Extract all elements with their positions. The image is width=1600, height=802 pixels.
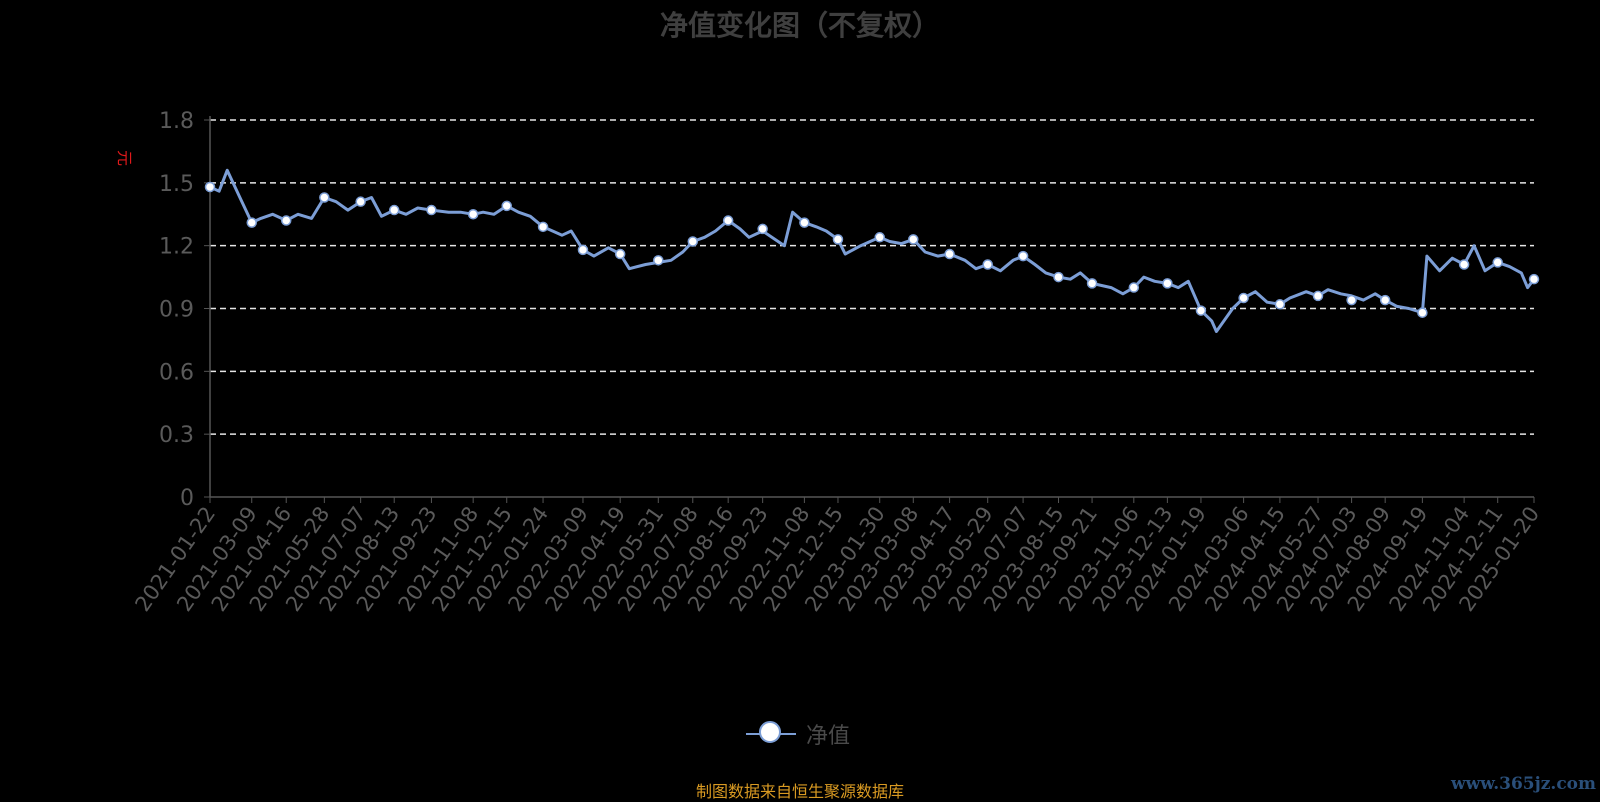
data-point-marker bbox=[388, 204, 400, 216]
y-tick-label: 0 bbox=[180, 486, 194, 511]
data-point-marker bbox=[1162, 278, 1173, 289]
data-point-marker bbox=[982, 259, 993, 270]
data-point-marker bbox=[799, 217, 810, 228]
data-point-marker bbox=[204, 181, 216, 193]
data-point-marker bbox=[1458, 259, 1470, 270]
y-tick-labels: 0 0.3 0.6 0.9 1.2 1.5 1.8 bbox=[159, 109, 194, 511]
data-point-marker bbox=[319, 192, 330, 203]
series-line-nav bbox=[209, 168, 1536, 333]
marker-layer bbox=[204, 181, 1540, 318]
data-point-marker bbox=[1417, 307, 1428, 318]
data-point-marker bbox=[355, 196, 366, 207]
legend-marker-icon bbox=[759, 721, 781, 743]
data-point-marker bbox=[1017, 250, 1029, 262]
data-point-marker bbox=[1053, 271, 1064, 283]
y-tick-label: 0.6 bbox=[159, 360, 194, 385]
data-point-marker bbox=[722, 215, 734, 226]
data-point-marker bbox=[874, 232, 885, 243]
data-point-marker bbox=[687, 236, 699, 247]
data-point-marker bbox=[757, 223, 768, 235]
y-tick-label: 1.8 bbox=[159, 109, 194, 134]
data-point-marker bbox=[653, 255, 664, 266]
data-point-marker bbox=[1312, 290, 1324, 302]
data-point-marker bbox=[1195, 305, 1207, 316]
legend-label: 净值 bbox=[806, 724, 851, 749]
data-point-marker bbox=[1379, 294, 1391, 306]
y-axis-unit-label: 元 bbox=[115, 150, 134, 167]
data-point-marker bbox=[1128, 282, 1140, 293]
y-tick-label: 1.5 bbox=[159, 172, 194, 197]
data-point-marker bbox=[280, 215, 292, 226]
data-point-marker bbox=[577, 244, 589, 256]
watermark: www.365jz.com bbox=[1451, 774, 1596, 794]
data-point-marker bbox=[537, 221, 549, 233]
data-point-marker bbox=[467, 209, 479, 220]
x-tick-labels: 2021-01-222021-03-092021-04-162021-05-28… bbox=[130, 502, 1544, 616]
data-point-marker bbox=[944, 248, 955, 260]
data-point-marker bbox=[1274, 299, 1286, 310]
data-point-marker bbox=[501, 200, 512, 212]
data-point-marker bbox=[426, 204, 437, 216]
axes bbox=[204, 116, 1535, 503]
chart-title: 净值变化图（不复权） bbox=[659, 9, 940, 42]
data-point-marker bbox=[614, 248, 626, 260]
series-layer bbox=[209, 168, 1536, 333]
legend[interactable]: 净值 bbox=[746, 718, 850, 750]
data-point-marker bbox=[1528, 273, 1540, 285]
y-tick-label: 0.9 bbox=[159, 298, 194, 323]
data-point-marker bbox=[1086, 278, 1098, 289]
data-point-marker bbox=[246, 217, 257, 228]
data-point-marker bbox=[908, 234, 919, 245]
grid-lines bbox=[210, 119, 1534, 435]
y-tick-label: 1.2 bbox=[159, 235, 194, 260]
data-source-note: 制图数据来自恒生聚源数据库 bbox=[695, 782, 904, 801]
legend-line-icon bbox=[746, 721, 796, 743]
data-point-marker bbox=[832, 234, 844, 245]
data-point-marker bbox=[1238, 292, 1249, 304]
y-tick-label: 0.3 bbox=[159, 423, 194, 448]
data-point-marker bbox=[1492, 257, 1503, 268]
data-point-marker bbox=[1346, 294, 1357, 306]
